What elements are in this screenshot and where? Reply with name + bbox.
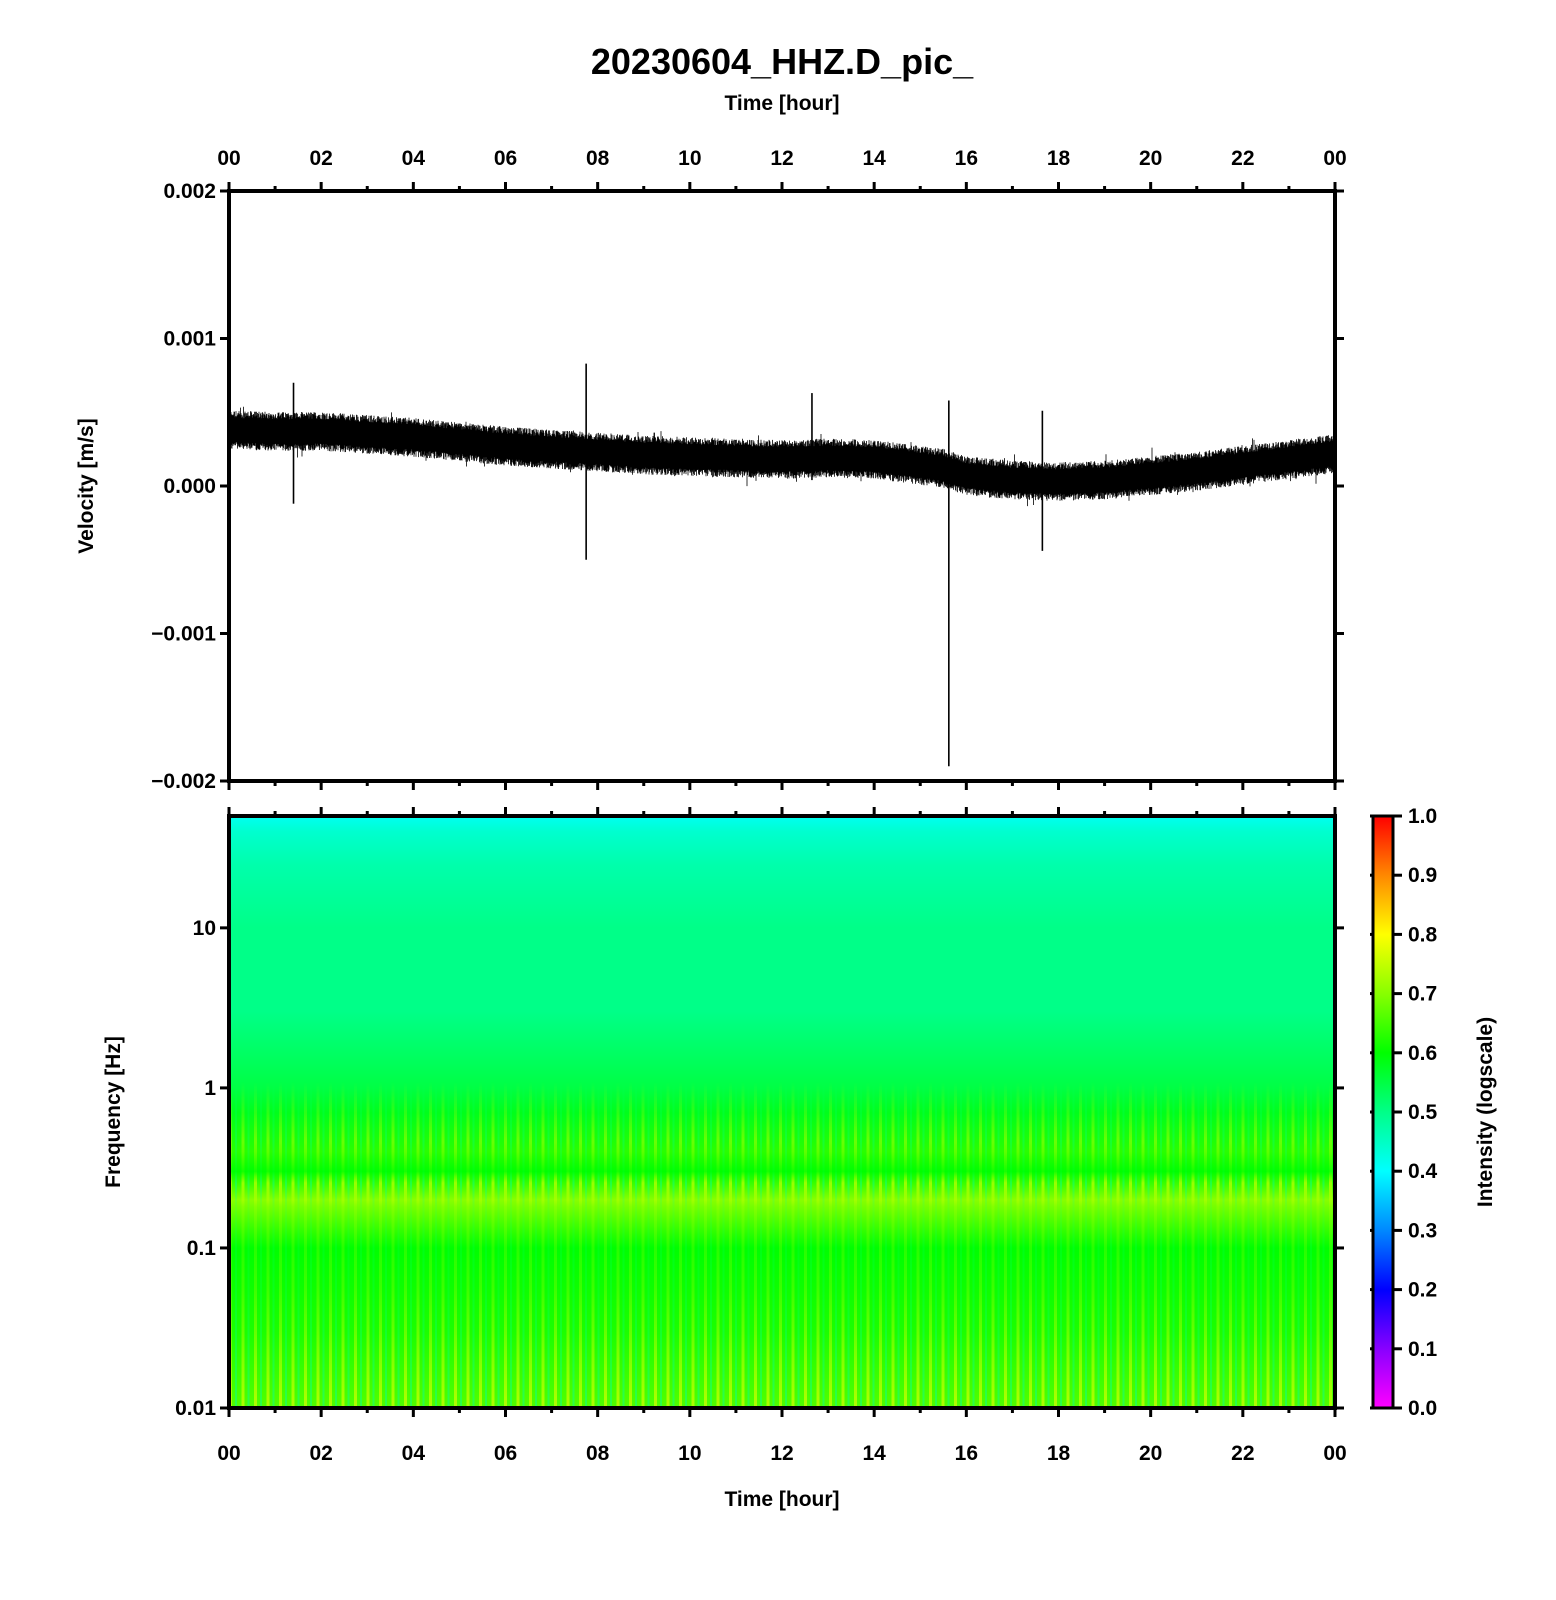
colorbar-tick-label: 0.6: [1408, 1042, 1437, 1065]
x-tick-label: 22: [1231, 147, 1254, 170]
spectrogram-x-ticks: 00 02 04 06 08 10 12 14 16 18 20 22 00: [217, 807, 1347, 1465]
x-tick-label: 00: [217, 147, 240, 170]
waveform-panel: 00 02 04 06 08 10 12 14 16 18 20 22 00 0.0020.0010.0…: [75, 147, 1347, 793]
x-tick-label: 00: [217, 1442, 240, 1465]
colorbar-tick-label: 0.0: [1408, 1397, 1437, 1420]
colorbar-tick-label: 0.2: [1408, 1279, 1437, 1302]
colorbar-tick-label: 1.0: [1408, 805, 1437, 828]
x-tick-label: 04: [402, 1442, 426, 1465]
x-tick-label: 10: [678, 1442, 701, 1465]
y-tick-label: 0.1: [187, 1237, 217, 1260]
spectrogram-y-ticks: 10 1 0.1 0.01: [175, 917, 1344, 1420]
y-tick-label: 0.002: [163, 180, 216, 203]
x-tick-label: 20: [1139, 147, 1162, 170]
spectrogram-stripes: [229, 816, 1335, 1408]
colorbar-gradient: [1373, 816, 1393, 1408]
waveform-y-axis-label: Velocity [m/s]: [75, 418, 98, 553]
top-x-axis-label: Time [hour]: [724, 92, 839, 115]
x-tick-label: 02: [309, 1442, 332, 1465]
spectrogram-panel: 00 02 04 06 08 10 12 14 16 18 20 22 00 10 1 0.1 0.01 Fr…: [102, 807, 1347, 1511]
colorbar-ticks: 1.0 0.9 0.8 0.7 0.6 0.5 0.4 0.3 0.2 0.1 0.0: [1370, 805, 1438, 1420]
x-tick-label: 12: [770, 1442, 793, 1465]
colorbar-tick-label: 0.3: [1408, 1219, 1437, 1242]
x-tick-label: 22: [1231, 1442, 1254, 1465]
waveform-x-ticks: 00 02 04 06 08 10 12 14 16 18 20 22 00: [217, 147, 1347, 790]
waveform-trace: [228, 363, 1336, 767]
x-tick-label: 14: [862, 1442, 886, 1465]
colorbar-label: Intensity (logscale): [1474, 1017, 1497, 1207]
x-tick-label: 18: [1047, 1442, 1071, 1465]
x-tick-label: 16: [955, 147, 978, 170]
waveform-y-ticks: 0.002 0.001 0.000 −0.001 −0.002: [151, 180, 1344, 793]
y-tick-label: 10: [193, 917, 216, 940]
chart-title: 20230604_HHZ.D_pic_: [591, 41, 974, 82]
x-tick-label: 08: [586, 1442, 610, 1465]
y-tick-label: −0.002: [151, 770, 216, 793]
colorbar-tick-label: 0.5: [1408, 1101, 1438, 1124]
spectrogram-x-axis-label: Time [hour]: [724, 1488, 839, 1511]
colorbar: 1.0 0.9 0.8 0.7 0.6 0.5 0.4 0.3 0.2 0.1 0.0 Intens…: [1370, 805, 1497, 1420]
spectrogram-y-axis-label: Frequency [Hz]: [102, 1036, 125, 1188]
y-tick-label: 0.000: [163, 475, 216, 498]
y-tick-label: 0.01: [175, 1397, 216, 1420]
x-tick-label: 02: [309, 147, 332, 170]
x-tick-label: 12: [770, 147, 793, 170]
x-tick-label: 00: [1323, 147, 1346, 170]
y-tick-label: 0.001: [163, 328, 216, 351]
x-tick-label: 08: [586, 147, 610, 170]
y-tick-label: −0.001: [151, 623, 216, 646]
colorbar-tick-label: 0.9: [1408, 864, 1437, 887]
x-tick-label: 06: [494, 1442, 517, 1465]
colorbar-tick-label: 0.8: [1408, 923, 1438, 946]
colorbar-tick-label: 0.4: [1408, 1160, 1438, 1183]
x-tick-label: 10: [678, 147, 701, 170]
x-tick-label: 14: [862, 147, 886, 170]
x-tick-label: 06: [494, 147, 517, 170]
x-tick-label: 04: [402, 147, 426, 170]
waveform-noise-band: [228, 406, 1336, 507]
colorbar-tick-label: 0.1: [1408, 1338, 1438, 1361]
x-tick-label: 00: [1323, 1442, 1346, 1465]
x-tick-label: 20: [1139, 1442, 1162, 1465]
x-tick-label: 16: [955, 1442, 978, 1465]
y-tick-label: 1: [204, 1077, 216, 1100]
x-tick-label: 18: [1047, 147, 1071, 170]
colorbar-tick-label: 0.7: [1408, 983, 1437, 1006]
